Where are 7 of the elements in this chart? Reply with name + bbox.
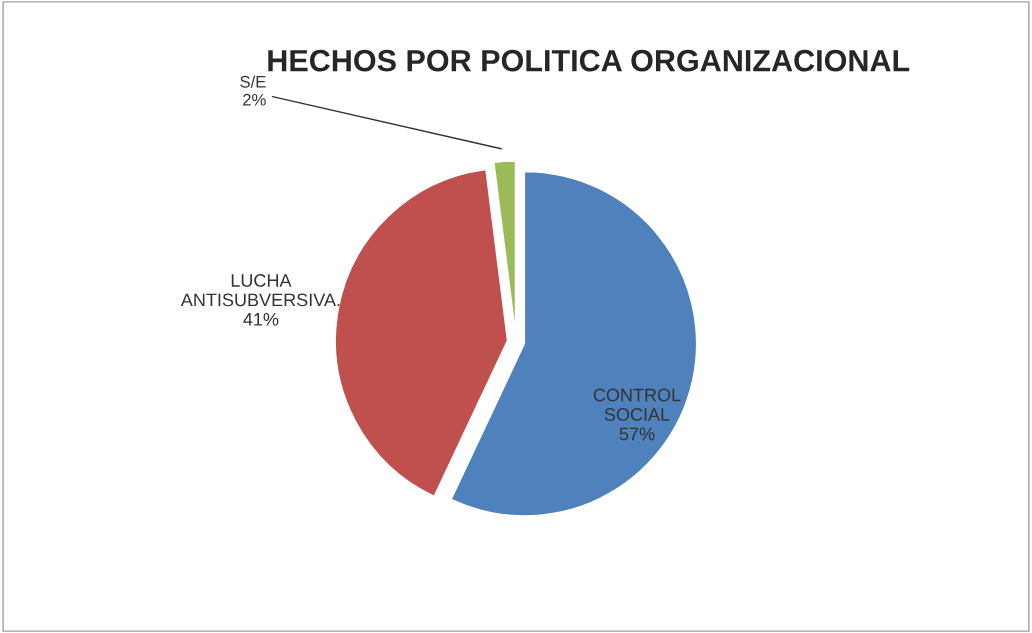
slice-label: S/E	[240, 75, 266, 88]
data-label: 41%	[243, 313, 279, 326]
data-label: 2%	[243, 93, 266, 106]
slice-label: CONTROL SOCIAL	[593, 388, 681, 421]
chart-title: HECHOS POR POLITICA ORGANIZACIONAL	[268, 49, 910, 72]
data-label: 57%	[619, 427, 655, 441]
slice-label: LUCHA ANTISUBVERSIVA.	[180, 274, 340, 307]
